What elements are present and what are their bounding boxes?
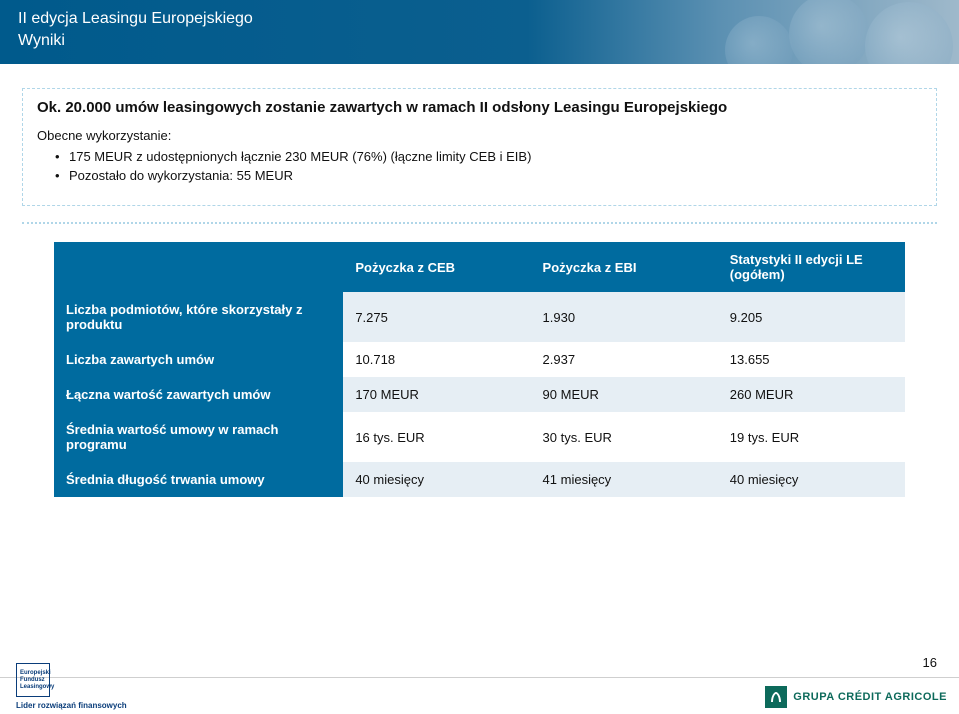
page-number: 16 xyxy=(923,655,937,670)
summary-bullet: Pozostało do wykorzystania: 55 MEUR xyxy=(55,168,922,183)
table-cell: 90 MEUR xyxy=(531,377,718,412)
stats-table: Pożyczka z CEB Pożyczka z EBI Statystyki… xyxy=(54,242,905,497)
table-cell: 2.937 xyxy=(531,342,718,377)
table-row: Średnia długość trwania umowy 40 miesięc… xyxy=(54,462,905,497)
table-cell: 1.930 xyxy=(531,292,718,342)
dotted-separator xyxy=(22,222,937,224)
table-cell: 7.275 xyxy=(343,292,530,342)
header-coins-graphic xyxy=(699,0,959,64)
summary-sublabel: Obecne wykorzystanie: xyxy=(37,128,922,143)
table-cell: 41 miesięcy xyxy=(531,462,718,497)
efl-logo-line: Fundusz xyxy=(20,677,45,684)
efl-logo-line: Europejski xyxy=(20,670,51,677)
header-bar: II edycja Leasingu Europejskiego Wyniki xyxy=(0,0,959,64)
table-header-cell: Pożyczka z CEB xyxy=(343,242,530,292)
table-row-label: Liczba zawartych umów xyxy=(54,342,343,377)
table-row-label: Średnia wartość umowy w ramach programu xyxy=(54,412,343,462)
credit-agricole-logo: GRUPA CRÉDIT AGRICOLE xyxy=(765,686,947,708)
summary-bullet: 175 MEUR z udostępnionych łącznie 230 ME… xyxy=(55,149,922,164)
table-header-row: Pożyczka z CEB Pożyczka z EBI Statystyki… xyxy=(54,242,905,292)
table-cell: 40 miesięcy xyxy=(343,462,530,497)
table-cell: 30 tys. EUR xyxy=(531,412,718,462)
footer-right: GRUPA CRÉDIT AGRICOLE xyxy=(765,686,947,708)
footer-tagline: Lider rozwiązań finansowych xyxy=(16,701,127,710)
table-cell: 16 tys. EUR xyxy=(343,412,530,462)
table-cell: 170 MEUR xyxy=(343,377,530,412)
footer-separator xyxy=(0,677,959,678)
table-row: Liczba podmiotów, które skorzystały z pr… xyxy=(54,292,905,342)
efl-logo-line: Leasingowy xyxy=(20,684,54,691)
credit-agricole-icon xyxy=(765,686,787,708)
table-header-cell: Statystyki II edycji LE (ogółem) xyxy=(718,242,905,292)
table-cell: 260 MEUR xyxy=(718,377,905,412)
summary-box: Ok. 20.000 umów leasingowych zostanie za… xyxy=(22,88,937,206)
table-header-cell: Pożyczka z EBI xyxy=(531,242,718,292)
table-cell: 13.655 xyxy=(718,342,905,377)
table-body: Liczba podmiotów, które skorzystały z pr… xyxy=(54,292,905,497)
table-row-label: Średnia długość trwania umowy xyxy=(54,462,343,497)
credit-agricole-text: GRUPA CRÉDIT AGRICOLE xyxy=(793,691,947,703)
table-cell: 19 tys. EUR xyxy=(718,412,905,462)
table-cell: 40 miesięcy xyxy=(718,462,905,497)
table-row: Liczba zawartych umów 10.718 2.937 13.65… xyxy=(54,342,905,377)
table-header-cell xyxy=(54,242,343,292)
table-row: Średnia wartość umowy w ramach programu … xyxy=(54,412,905,462)
footer-left: Europejski Fundusz Leasingowy Lider rozw… xyxy=(16,663,127,710)
table-row: Łączna wartość zawartych umów 170 MEUR 9… xyxy=(54,377,905,412)
table-cell: 9.205 xyxy=(718,292,905,342)
slide: II edycja Leasingu Europejskiego Wyniki … xyxy=(0,0,959,714)
efl-logo: Europejski Fundusz Leasingowy xyxy=(16,663,50,697)
table-cell: 10.718 xyxy=(343,342,530,377)
summary-title: Ok. 20.000 umów leasingowych zostanie za… xyxy=(37,99,922,116)
summary-bullets: 175 MEUR z udostępnionych łącznie 230 ME… xyxy=(37,149,922,183)
table-row-label: Łączna wartość zawartych umów xyxy=(54,377,343,412)
table-row-label: Liczba podmiotów, które skorzystały z pr… xyxy=(54,292,343,342)
stats-table-wrap: Pożyczka z CEB Pożyczka z EBI Statystyki… xyxy=(54,242,905,497)
